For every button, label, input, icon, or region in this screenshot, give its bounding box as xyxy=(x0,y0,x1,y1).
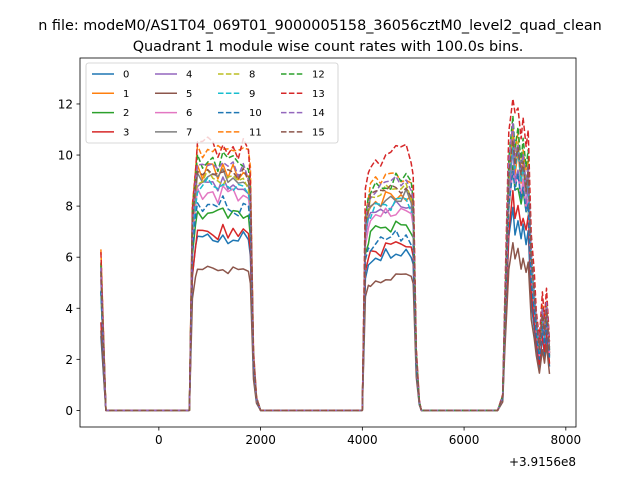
series-line-11 xyxy=(100,128,551,412)
legend-label-15: 15 xyxy=(312,127,325,138)
y-tick-label: 12 xyxy=(58,97,73,111)
legend-box xyxy=(85,62,339,144)
legend-label-5: 5 xyxy=(186,89,192,100)
series-line-10 xyxy=(100,170,551,412)
legend-label-12: 12 xyxy=(312,70,325,81)
series-line-7 xyxy=(100,131,551,412)
y-tick-label: 0 xyxy=(65,404,73,418)
legend-label-14: 14 xyxy=(312,108,325,119)
x-tick-label: 0 xyxy=(155,433,163,447)
x-tick-label: 8000 xyxy=(551,433,582,447)
legend-label-1: 1 xyxy=(123,89,129,100)
legend-label-9: 9 xyxy=(249,89,255,100)
x-tick-label: 6000 xyxy=(449,433,480,447)
series-line-6 xyxy=(100,170,551,412)
series-line-0 xyxy=(100,206,551,412)
legend-label-0: 0 xyxy=(123,70,129,81)
legend-label-8: 8 xyxy=(249,70,255,81)
legend-label-4: 4 xyxy=(186,70,192,81)
y-tick-label: 8 xyxy=(65,200,73,214)
legend-label-3: 3 xyxy=(123,127,129,138)
series-layer xyxy=(100,98,551,412)
series-line-9 xyxy=(100,146,551,412)
series-line-2 xyxy=(100,164,551,412)
legend-label-7: 7 xyxy=(186,127,192,138)
series-line-4 xyxy=(100,148,551,412)
series-line-15 xyxy=(100,139,551,412)
plot-frame xyxy=(79,57,577,428)
series-line-5 xyxy=(100,241,551,412)
legend-label-6: 6 xyxy=(186,108,192,119)
series-line-1 xyxy=(100,149,551,412)
y-tick-label: 2 xyxy=(65,353,73,367)
legend-label-10: 10 xyxy=(249,108,262,119)
series-line-8 xyxy=(100,127,551,412)
series-line-3 xyxy=(100,189,551,412)
series-line-12 xyxy=(100,115,551,412)
y-tick-label: 6 xyxy=(65,251,73,265)
legend-label-11: 11 xyxy=(249,127,262,138)
figure-suptitle: n file: modeM0/AS1T04_069T01_9000005158_… xyxy=(38,18,602,34)
y-tick-label: 4 xyxy=(65,302,73,316)
x-offset-text: +3.9156e8 xyxy=(509,455,576,469)
chart-title: Quadrant 1 module wise count rates with … xyxy=(133,39,524,55)
series-line-13 xyxy=(100,98,551,412)
legend-label-13: 13 xyxy=(312,89,325,100)
x-tick-label: 2000 xyxy=(245,433,276,447)
series-line-14 xyxy=(100,121,551,412)
y-tick-label: 10 xyxy=(58,149,73,163)
legend-label-2: 2 xyxy=(123,108,129,119)
x-tick-label: 4000 xyxy=(347,433,378,447)
